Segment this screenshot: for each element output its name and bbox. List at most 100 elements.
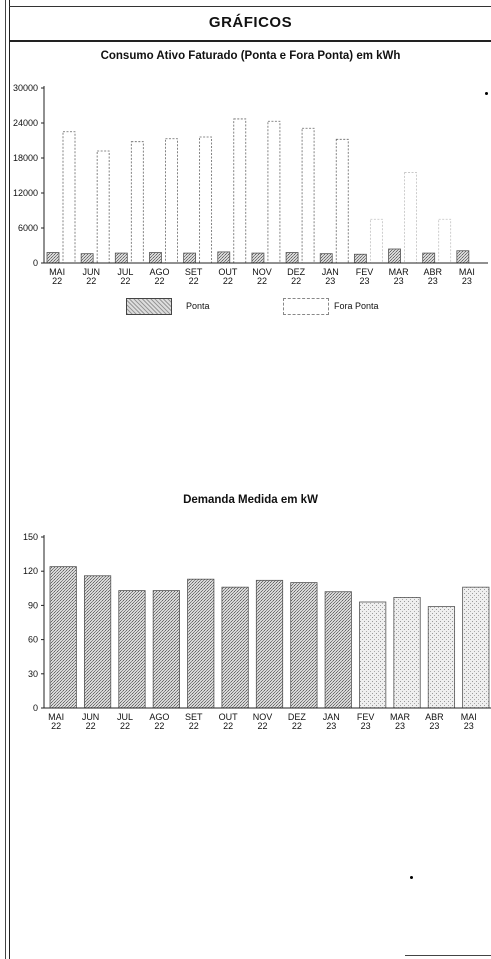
- bar-ponta: [80, 253, 94, 264]
- legend-swatch-fora-ponta: [283, 298, 329, 315]
- bar-ponta: [217, 251, 231, 264]
- page-left-border: [0, 0, 10, 959]
- demand-chart: 0306090120150MAI22JUN22JUL22AGO22SET22OU…: [23, 532, 491, 731]
- x-tick-label: JAN: [322, 267, 339, 277]
- x-tick-label: MAI: [459, 267, 475, 277]
- x-tick-label-year: 23: [361, 721, 371, 731]
- bar-ponta: [183, 252, 197, 264]
- bar-demanda: [255, 579, 284, 709]
- x-tick-label: SET: [185, 712, 203, 722]
- x-tick-label: JAN: [323, 712, 340, 722]
- x-tick-label: ABR: [425, 712, 444, 722]
- bar-fora-ponta: [165, 138, 178, 264]
- x-tick-label-year: 22: [257, 276, 267, 286]
- bar-fora-ponta: [438, 218, 452, 264]
- bar-fora-ponta: [301, 127, 315, 264]
- demand-chart-title: Demanda Medida em kW: [183, 494, 318, 506]
- bar-fora-ponta: [404, 172, 417, 264]
- consumption-chart: 0600012000180002400030000MAI22JUN22JUL22…: [13, 83, 488, 286]
- bar-ponta: [251, 252, 265, 264]
- x-tick-label-year: 23: [394, 276, 404, 286]
- x-tick-label-year: 22: [120, 276, 130, 286]
- x-tick-label-year: 23: [462, 276, 472, 286]
- x-tick-label: MAI: [48, 712, 64, 722]
- legend-label-ponta: Ponta: [186, 301, 210, 311]
- bar-demanda: [49, 566, 77, 709]
- x-tick-label: JUN: [82, 712, 100, 722]
- y-tick-label: 12000: [13, 188, 38, 198]
- legend-label-fora-ponta: Fora Ponta: [334, 301, 379, 311]
- page-title: GRÁFICOS: [10, 7, 491, 42]
- consumption-chart-title: Consumo Ativo Faturado (Ponta e Fora Pon…: [100, 50, 401, 62]
- bar-ponta: [456, 250, 470, 264]
- bar-fora-ponta: [199, 136, 213, 264]
- x-tick-label-year: 23: [326, 721, 336, 731]
- bar-fora-ponta: [369, 218, 383, 264]
- y-tick-label: 0: [33, 258, 38, 268]
- bar-ponta: [319, 253, 333, 264]
- x-tick-label: NOV: [253, 712, 273, 722]
- x-tick-label: MAI: [461, 712, 477, 722]
- x-tick-label: AGO: [149, 712, 169, 722]
- x-tick-label: SET: [185, 267, 203, 277]
- x-tick-label: OUT: [218, 267, 238, 277]
- y-tick-label: 6000: [18, 223, 38, 233]
- bar-ponta: [46, 252, 60, 264]
- x-tick-label: MAR: [389, 267, 410, 277]
- bar-ponta: [285, 252, 299, 264]
- bar-demanda: [83, 575, 112, 709]
- x-tick-label-year: 22: [51, 721, 61, 731]
- bar-demanda: [427, 606, 456, 709]
- x-tick-label-year: 23: [395, 721, 405, 731]
- x-tick-label-year: 23: [429, 721, 439, 731]
- x-tick-label: NOV: [252, 267, 272, 277]
- bar-demanda: [221, 586, 249, 709]
- x-tick-label-year: 23: [464, 721, 474, 731]
- bar-demanda: [187, 578, 215, 709]
- y-tick-label: 30: [28, 669, 38, 679]
- bar-demanda: [152, 590, 180, 709]
- x-tick-label-year: 22: [154, 721, 164, 731]
- x-tick-label-year: 22: [189, 721, 199, 731]
- x-tick-label-year: 22: [223, 721, 233, 731]
- x-tick-label-year: 22: [189, 276, 199, 286]
- bottom-rule: [405, 955, 491, 956]
- x-tick-label-year: 22: [52, 276, 62, 286]
- bar-demanda: [393, 597, 421, 709]
- x-tick-label: FEV: [356, 267, 374, 277]
- y-tick-label: 30000: [13, 83, 38, 93]
- bar-ponta: [149, 252, 162, 264]
- bar-ponta: [388, 248, 401, 264]
- y-tick-label: 60: [28, 635, 38, 645]
- x-tick-label: JUL: [117, 712, 133, 722]
- x-tick-label-year: 22: [86, 276, 96, 286]
- x-tick-label: OUT: [219, 712, 239, 722]
- x-tick-label-year: 23: [325, 276, 335, 286]
- y-tick-label: 0: [33, 703, 38, 713]
- bar-ponta: [422, 252, 436, 264]
- x-tick-label: JUL: [117, 267, 133, 277]
- x-tick-label-year: 22: [86, 721, 96, 731]
- bar-fora-ponta: [335, 138, 349, 264]
- bar-demanda: [359, 601, 387, 709]
- bar-demanda: [324, 591, 352, 709]
- x-tick-label: DEZ: [287, 267, 306, 277]
- x-tick-label: JUN: [82, 267, 100, 277]
- stray-dot: [410, 876, 413, 879]
- x-tick-label: FEV: [357, 712, 375, 722]
- x-tick-label-year: 23: [359, 276, 369, 286]
- bar-demanda: [290, 582, 318, 709]
- bar-fora-ponta: [96, 150, 110, 264]
- bar-fora-ponta: [233, 118, 247, 264]
- x-tick-label-year: 23: [428, 276, 438, 286]
- y-tick-label: 120: [23, 566, 38, 576]
- bar-fora-ponta: [62, 131, 76, 264]
- x-tick-label: ABR: [424, 267, 443, 277]
- y-tick-label: 150: [23, 532, 38, 542]
- bar-ponta: [353, 253, 367, 264]
- y-tick-label: 90: [28, 600, 38, 610]
- x-tick-label-year: 22: [291, 276, 301, 286]
- x-tick-label: MAI: [49, 267, 65, 277]
- x-tick-label-year: 22: [292, 721, 302, 731]
